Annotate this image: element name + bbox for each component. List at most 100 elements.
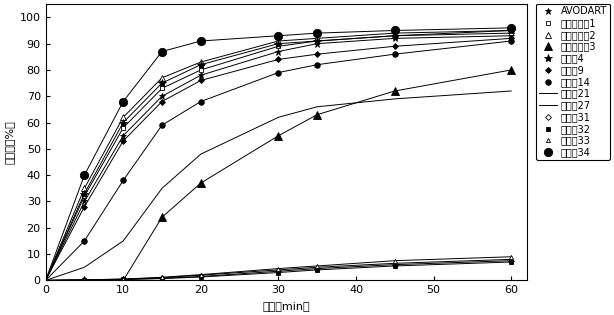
实施例32 [197, 275, 204, 279]
比较实施例3 [197, 181, 204, 185]
实施例31 [314, 267, 321, 271]
实施例4 [80, 192, 88, 196]
实施例34 [314, 31, 321, 35]
实施例14 [508, 39, 515, 43]
实施例32 [158, 277, 166, 280]
AVODART [80, 200, 88, 203]
实施例14 [80, 239, 88, 243]
实施例4 [314, 39, 321, 43]
实施例14 [197, 100, 204, 103]
实施例31 [80, 278, 88, 282]
实施例31 [197, 275, 204, 278]
实施例4 [120, 121, 127, 124]
实施例9 [508, 37, 515, 40]
Line: 实施例31: 实施例31 [82, 259, 513, 282]
比较实施例2 [508, 29, 515, 32]
实施例9 [120, 139, 127, 143]
比较实施例3 [508, 68, 515, 72]
比较实施例2 [391, 31, 398, 35]
实施例33 [158, 275, 166, 279]
比较实施例2 [120, 115, 127, 119]
比较实施例1 [274, 44, 282, 48]
实施例9 [158, 100, 166, 103]
实施例32 [314, 268, 321, 272]
Line: AVODART: AVODART [81, 32, 515, 205]
比较实施例1 [120, 126, 127, 130]
实施例33 [274, 267, 282, 271]
Line: 实施例32: 实施例32 [82, 260, 513, 282]
实施例33 [314, 264, 321, 268]
比较实施例1 [197, 68, 204, 72]
实施例34 [274, 34, 282, 37]
实施例14 [274, 71, 282, 74]
Line: 比较实施例2: 比较实施例2 [82, 28, 514, 191]
实施例14 [120, 179, 127, 182]
比较实施例2 [80, 186, 88, 190]
Line: 比较实施例3: 比较实施例3 [80, 66, 515, 284]
实施例33 [120, 277, 127, 281]
实施例31 [120, 278, 127, 281]
比较实施例3 [120, 278, 127, 282]
实施例4 [508, 29, 515, 32]
实施例32 [120, 278, 127, 281]
实施例32 [274, 271, 282, 274]
实施例33 [391, 259, 398, 263]
AVODART [120, 134, 127, 138]
实施例31 [508, 259, 515, 263]
实施例14 [158, 123, 166, 127]
实施例34 [120, 100, 127, 103]
实施例34 [158, 50, 166, 54]
实施例9 [80, 205, 88, 209]
实施例9 [197, 78, 204, 82]
AVODART [197, 73, 204, 77]
Line: 实施例34: 实施例34 [80, 24, 515, 179]
实施例34 [508, 26, 515, 30]
Legend: AVODART, 比较实施例1, 比较实施例2, 比较实施例3, 实施例4, 实施例9, 实施例14, 实施例21, 实施例27, 实施例31, 实施例32, : AVODART, 比较实施例1, 比较实施例2, 比较实施例3, 实施例4, 实… [537, 3, 610, 160]
实施例4 [391, 34, 398, 37]
比较实施例3 [314, 113, 321, 117]
实施例32 [508, 260, 515, 264]
实施例32 [391, 264, 398, 268]
实施例9 [391, 44, 398, 48]
实施例9 [314, 52, 321, 56]
比较实施例1 [314, 39, 321, 43]
X-axis label: 时间（min）: 时间（min） [262, 301, 310, 311]
Line: 实施例9: 实施例9 [82, 36, 513, 209]
AVODART [274, 50, 282, 54]
AVODART [391, 37, 398, 40]
比较实施例2 [158, 76, 166, 80]
实施例31 [391, 263, 398, 266]
比较实施例3 [274, 134, 282, 138]
Line: 比较实施例1: 比较实施例1 [82, 31, 513, 198]
AVODART [508, 34, 515, 37]
实施例31 [274, 269, 282, 273]
实施例4 [274, 42, 282, 46]
Y-axis label: 溢出度（%）: 溢出度（%） [4, 120, 14, 164]
比较实施例1 [391, 34, 398, 37]
比较实施例2 [197, 60, 204, 64]
实施例4 [158, 81, 166, 85]
实施例4 [197, 63, 204, 66]
比较实施例1 [80, 194, 88, 198]
实施例9 [274, 58, 282, 61]
Line: 实施例33: 实施例33 [82, 255, 513, 282]
比较实施例2 [274, 39, 282, 43]
比较实施例3 [391, 89, 398, 93]
比较实施例3 [80, 278, 88, 282]
实施例14 [391, 52, 398, 56]
实施例34 [197, 39, 204, 43]
Line: 实施例4: 实施例4 [80, 26, 515, 198]
实施例33 [197, 273, 204, 277]
比较实施例1 [158, 86, 166, 90]
Line: 实施例14: 实施例14 [82, 38, 514, 244]
实施例33 [508, 255, 515, 259]
比较实施例2 [314, 37, 321, 40]
AVODART [314, 42, 321, 46]
实施例14 [314, 63, 321, 66]
比较实施例3 [158, 215, 166, 219]
实施例32 [80, 278, 88, 282]
实施例33 [80, 278, 88, 282]
AVODART [158, 94, 166, 98]
实施例34 [80, 173, 88, 177]
比较实施例1 [508, 31, 515, 35]
